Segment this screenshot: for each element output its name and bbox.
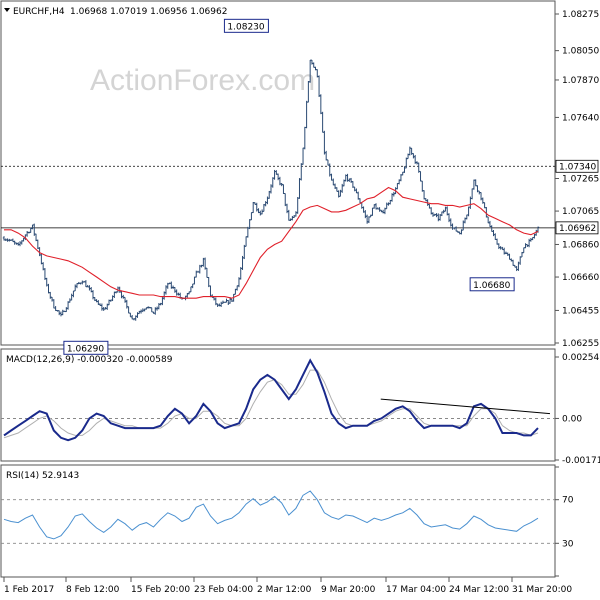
price-y-tick-label: 1.08275 <box>562 10 599 20</box>
watermark: ActionForex.com <box>90 64 315 97</box>
macd-y-tick-label: 0.00254 <box>562 353 599 363</box>
hline-value-label: 1.07340 <box>559 162 596 172</box>
x-tick-label: 23 Feb 04:00 <box>194 585 253 595</box>
hline-value-box <box>555 221 599 235</box>
hline-value-label: 1.06962 <box>559 224 596 234</box>
callout-box <box>223 18 269 33</box>
rsi-header: RSI(14) 52.9143 <box>6 471 79 481</box>
price-header-symbol: EURCHF,H4 <box>13 7 65 17</box>
price-y-tick-label: 1.06660 <box>562 273 599 283</box>
price-panel-frame <box>0 0 556 346</box>
hline-value-box <box>555 159 599 173</box>
callout-label: 1.06680 <box>473 281 510 291</box>
rsi-line <box>3 490 539 540</box>
x-tick-label: 24 Mar 12:00 <box>449 585 509 595</box>
macd-main-line <box>3 358 539 442</box>
macd-header: MACD(12,26,9) -0.000320 -0.000589 <box>6 355 173 365</box>
x-tick-label: 15 Feb 20:00 <box>131 585 190 595</box>
rsi-panel-frame <box>0 464 556 578</box>
price-header-arrow-icon <box>4 8 10 12</box>
price-header-ohlc: 1.06968 1.07019 1.06956 1.06962 <box>70 7 227 17</box>
rsi-y-tick-label: 70 <box>562 496 574 506</box>
x-tick-label: 31 Mar 20:00 <box>512 585 572 595</box>
x-tick-label: 9 Mar 20:00 <box>321 585 376 595</box>
price-y-tick-label: 1.06455 <box>562 306 599 316</box>
macd-trendline <box>380 398 551 415</box>
price-y-tick-label: 1.06860 <box>562 240 599 250</box>
rsi-y-tick-label: 30 <box>562 539 574 549</box>
price-y-tick-label: 1.07870 <box>562 76 599 86</box>
macd-y-tick-label: -0.001718 <box>562 456 600 466</box>
price-y-tick-label: 1.07065 <box>562 207 599 217</box>
price-y-tick-label: 1.08050 <box>562 47 599 57</box>
callout-label: 1.06290 <box>67 344 104 354</box>
price-y-tick-label: 1.07640 <box>562 113 599 123</box>
callout-box <box>63 340 109 355</box>
callout-label: 1.08230 <box>227 22 264 32</box>
moving-average-line <box>4 186 539 299</box>
x-tick-label: 17 Mar 04:00 <box>386 585 446 595</box>
x-tick-label: 1 Feb 2017 <box>4 585 54 595</box>
macd-panel-frame <box>0 348 556 462</box>
x-tick-label: 2 Mar 12:00 <box>257 585 312 595</box>
macd-y-tick-label: 0.00 <box>562 414 582 424</box>
price-y-tick-label: 1.07265 <box>562 175 599 185</box>
price-y-tick-label: 1.06255 <box>562 339 599 349</box>
callout-box <box>469 277 515 292</box>
x-tick-label: 8 Feb 12:00 <box>66 585 120 595</box>
